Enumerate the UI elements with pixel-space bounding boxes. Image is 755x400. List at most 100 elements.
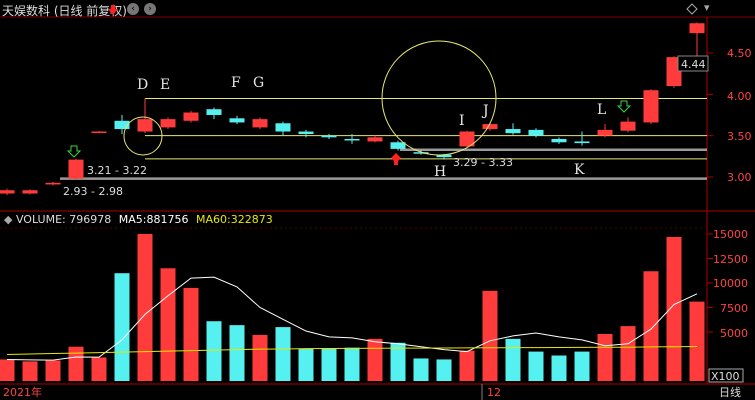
volume-bar <box>436 359 452 381</box>
green-down-arrow-icon <box>616 100 632 113</box>
last-price-value: 4.44 <box>681 58 706 71</box>
candle-body <box>413 152 429 154</box>
candle <box>459 130 475 148</box>
label-k: K <box>574 162 585 178</box>
volume-unit: X100 <box>708 368 744 383</box>
candle <box>275 121 291 136</box>
candle-body <box>22 190 38 194</box>
candlestick-series <box>0 22 705 196</box>
candle <box>643 89 659 125</box>
volume-bar <box>137 234 153 381</box>
candle <box>252 117 268 130</box>
candle <box>344 134 360 144</box>
volume-tick: 5000 <box>720 327 748 340</box>
settings-menu-icon[interactable]: ▾ <box>704 1 710 14</box>
volume-bar <box>367 338 383 381</box>
candle-body <box>321 135 337 138</box>
candle <box>321 134 337 139</box>
candle <box>137 98 153 134</box>
volume-header: ◆ VOLUME: 796978 MA5:881756 MA60:322873 <box>4 213 273 226</box>
volume-bar <box>574 351 590 381</box>
red-down-arrow-icon <box>108 5 118 15</box>
volume-bar <box>275 327 291 381</box>
candle-body <box>114 120 130 130</box>
ma5-line <box>6 276 698 361</box>
ma60-line <box>6 346 698 356</box>
volume-bar <box>413 358 429 381</box>
volume-bar <box>344 347 360 381</box>
volume-bar <box>206 321 222 381</box>
price-tick: 4.50 <box>727 47 752 60</box>
volume-bar <box>505 338 521 381</box>
time-label-12: 12 <box>487 386 501 399</box>
candle-body <box>229 118 245 123</box>
volume-bar <box>689 301 705 381</box>
candle <box>574 131 590 146</box>
red-diamond-icon <box>391 153 401 165</box>
volume-bar <box>160 268 176 381</box>
candle-body <box>183 112 199 121</box>
ma60-label: MA60: <box>195 213 231 226</box>
range-labels: 3.21 - 3.22 2.93 - 2.98 3.29 - 3.33 <box>63 156 513 198</box>
ma5-value: 881756 <box>146 213 189 226</box>
volume-axis: 15000 12500 10000 7500 5000 <box>713 228 748 340</box>
volume-bar <box>597 333 613 381</box>
label-d: D <box>137 77 148 93</box>
candle <box>298 129 314 138</box>
volume-bar <box>528 351 544 381</box>
candle <box>183 110 199 123</box>
volume-bar <box>252 334 268 381</box>
label-e: E <box>160 77 170 93</box>
time-label-2021: 2021年 <box>3 385 42 399</box>
candle <box>68 158 84 180</box>
range-label-2-93: 2.93 - 2.98 <box>63 185 123 198</box>
candle-body <box>160 119 176 128</box>
volume-bar <box>114 273 130 381</box>
candle-body <box>689 23 705 34</box>
volume-bar <box>229 325 245 381</box>
candle-body <box>574 141 590 144</box>
candle <box>229 115 245 125</box>
stock-title: 天娱数科 (日线 前复权) <box>2 4 127 18</box>
letter-labels: D E F G H I J K L <box>137 75 606 180</box>
chart-frame <box>0 16 755 400</box>
candle-body <box>528 129 544 136</box>
time-axis: 2021年 12 日线 <box>3 385 741 399</box>
green-down-arrow-icon <box>66 145 82 158</box>
volume-bar <box>390 342 406 381</box>
volume-bar <box>183 287 199 381</box>
candle <box>206 107 222 120</box>
candle-body <box>505 129 521 134</box>
price-grid <box>707 52 713 178</box>
candle-body <box>68 159 84 179</box>
next-button[interactable]: › <box>144 3 156 15</box>
volume-label: VOLUME: <box>15 213 66 226</box>
candle <box>689 22 705 59</box>
candle-body <box>45 182 61 185</box>
volume-bar <box>321 348 337 381</box>
price-axis: 4.50 4.00 3.50 3.00 <box>727 47 752 184</box>
volume-bar <box>68 346 84 381</box>
diamond-outline-icon[interactable] <box>686 3 698 15</box>
price-tick: 4.00 <box>727 90 752 103</box>
candle <box>597 124 613 138</box>
candle-body <box>91 131 107 134</box>
prev-button[interactable]: ‹ <box>127 3 139 15</box>
ma5-label: MA5: <box>118 213 147 226</box>
candle <box>22 189 38 195</box>
label-l: L <box>597 102 606 118</box>
candle <box>114 115 130 135</box>
candle-body <box>298 131 314 135</box>
candle <box>45 181 61 186</box>
label-g: G <box>253 75 264 91</box>
volume-tick: 12500 <box>713 253 748 266</box>
candle-body <box>275 123 291 132</box>
volume-bar <box>620 326 636 381</box>
label-f: F <box>231 75 241 91</box>
label-h: H <box>434 164 446 180</box>
candle <box>0 188 15 196</box>
volume-tick: 10000 <box>713 277 748 290</box>
volume-bar <box>0 359 15 381</box>
candle-body <box>551 138 567 143</box>
candle-body <box>643 90 659 123</box>
